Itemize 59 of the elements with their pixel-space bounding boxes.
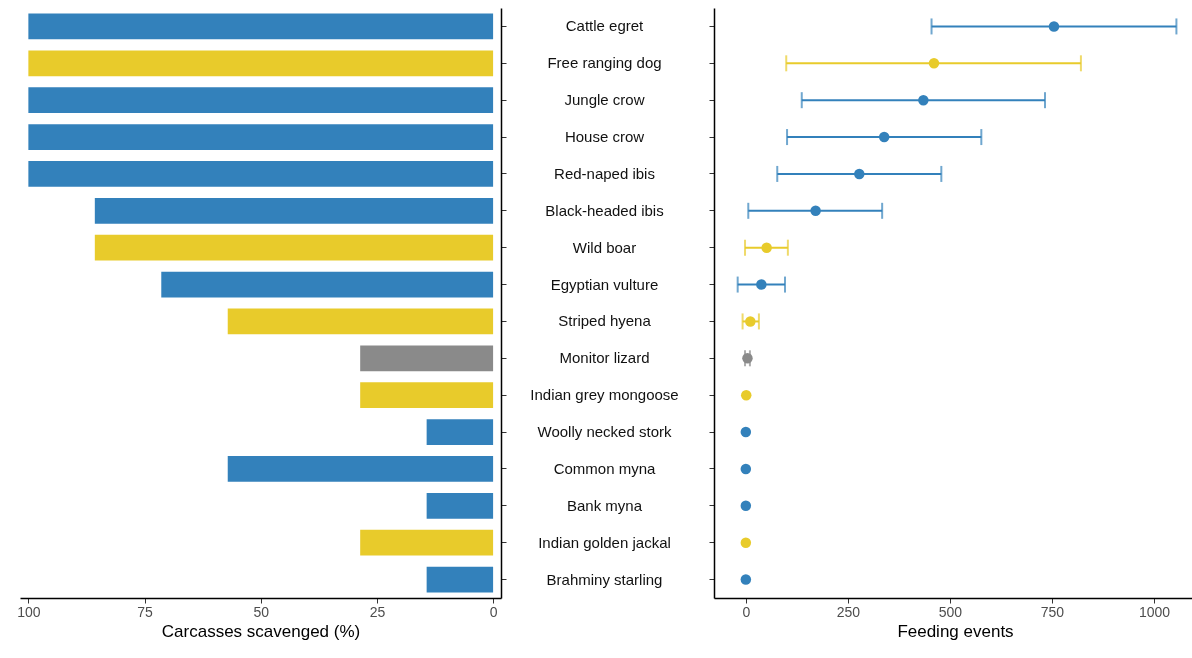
x-tick-label: 50 (253, 603, 270, 620)
point (741, 389, 752, 401)
y-tick-label: Cattle egret (565, 17, 645, 35)
point (810, 205, 821, 217)
bar (360, 529, 494, 556)
bar (28, 124, 494, 150)
y-tick-label: Red-naped ibis (554, 164, 655, 182)
bar (360, 382, 494, 409)
y-tick-label: Bank myna (566, 496, 643, 514)
x-tick-label: 25 (369, 603, 386, 620)
x-tick-label: 100 (17, 603, 41, 620)
point (854, 168, 865, 180)
bar (426, 492, 494, 519)
y-tick-label: Common myna (553, 459, 656, 477)
point (740, 574, 752, 585)
y-tick-label: Free ranging dog (547, 54, 662, 72)
x-tick-label: 75 (137, 603, 154, 620)
point (756, 279, 767, 290)
bar (94, 197, 494, 224)
point (918, 94, 929, 106)
y-tick-label: Jungle crow (564, 91, 645, 109)
x-tick-label: 250 (836, 603, 861, 620)
point (928, 58, 940, 69)
x-tick-label: 0 (742, 603, 751, 620)
bar (28, 50, 494, 77)
bar (28, 87, 494, 114)
point (740, 537, 752, 548)
y-tick-label: Striped hyena (558, 312, 652, 330)
bar (161, 271, 494, 298)
bar (28, 13, 494, 40)
y-tick-label: Woolly necked stork (537, 423, 672, 441)
x-tick-label: 0 (489, 603, 498, 620)
y-tick-label: Monitor lizard (559, 349, 650, 367)
point (761, 242, 772, 253)
y-tick-label: Black-headed ibis (545, 201, 664, 219)
y-tick-label: Egyptian vulture (550, 275, 659, 293)
bar (227, 456, 494, 482)
bar (426, 419, 494, 445)
point (1048, 21, 1060, 32)
x-tick-label: 500 (938, 603, 963, 620)
bar (28, 161, 494, 187)
y-tick-label: Indian golden jackal (538, 533, 671, 551)
bar (227, 308, 494, 335)
x-tick-label: 750 (1040, 603, 1065, 620)
y-tick-label: House crow (564, 128, 645, 146)
x-axis-title: Carcasses scavenged (%) (161, 621, 361, 641)
point (740, 500, 752, 512)
y-tick-label: Wild boar (572, 238, 637, 256)
x-axis-title: Feeding events (897, 621, 1014, 641)
y-tick-label: Indian grey mongoose (530, 386, 679, 404)
point (740, 463, 752, 475)
point (740, 426, 752, 438)
bar (360, 345, 494, 372)
y-tick-label: Brahminy starling (546, 570, 663, 588)
bar (426, 566, 494, 593)
point (878, 131, 890, 143)
point (745, 316, 756, 327)
bar (94, 234, 494, 261)
x-tick-label: 1000 (1138, 603, 1171, 620)
